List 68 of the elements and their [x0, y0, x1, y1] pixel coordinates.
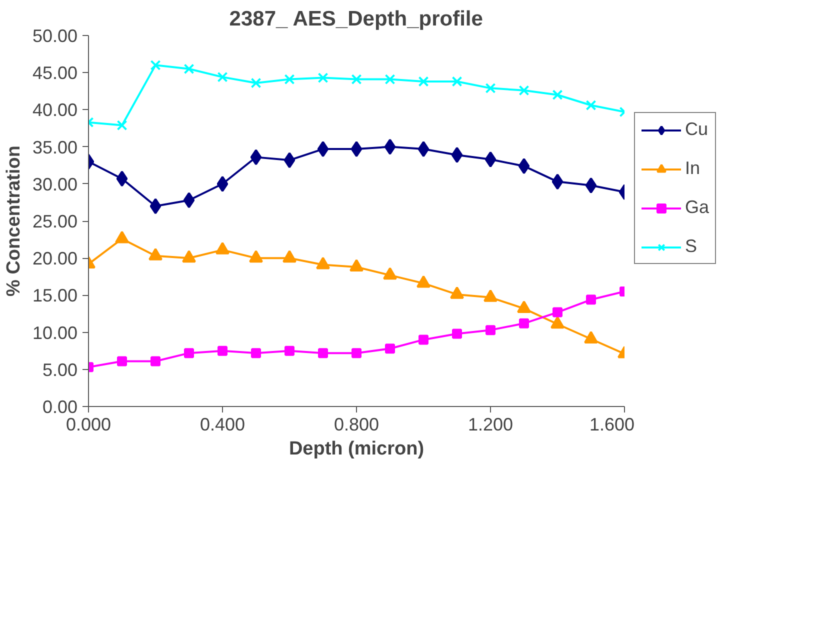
point	[284, 152, 296, 168]
y-axis-title: % Concentration	[3, 146, 24, 296]
point	[318, 348, 328, 358]
x-tick-label: 1.600	[589, 414, 635, 434]
y-tick-label: 35.00	[32, 137, 78, 158]
point	[150, 356, 160, 366]
point	[184, 348, 194, 358]
point	[117, 356, 127, 366]
chart-title: 2387_ AES_Depth_profile	[229, 8, 483, 30]
point	[318, 72, 328, 84]
point	[585, 177, 597, 194]
legend-label: Ga	[685, 197, 710, 218]
y-tick-label: 10.00	[32, 322, 78, 343]
point	[552, 174, 564, 190]
point	[385, 344, 395, 354]
point	[116, 170, 128, 187]
point	[250, 149, 262, 166]
point	[184, 64, 194, 74]
point	[586, 100, 596, 110]
point	[284, 346, 294, 356]
point	[552, 307, 562, 318]
point	[418, 334, 428, 345]
y-tick-label: 25.00	[32, 212, 78, 232]
x-tick-label: 0.000	[66, 414, 112, 434]
y-tick-label: 40.00	[32, 100, 78, 120]
point	[284, 74, 295, 85]
y-tick-label: 0.00	[42, 397, 78, 417]
point	[384, 74, 396, 85]
y-tick-label: 50.00	[32, 26, 78, 46]
point	[216, 176, 228, 192]
point	[384, 138, 396, 155]
point	[150, 198, 162, 214]
point	[552, 90, 563, 100]
x-tick-label: 0.400	[200, 414, 246, 434]
y-tick-label: 5.00	[42, 360, 78, 380]
point	[183, 192, 195, 208]
point	[250, 78, 262, 88]
point	[486, 325, 496, 336]
x-axis-title: Depth (micron)	[288, 438, 424, 460]
point	[116, 120, 128, 131]
x-tick-label: 1.200	[468, 414, 514, 434]
y-tick-label: 15.00	[32, 286, 78, 306]
point	[251, 348, 261, 358]
point	[217, 72, 228, 82]
point	[452, 328, 462, 339]
y-tick-label: 20.00	[32, 248, 78, 269]
point	[418, 141, 430, 158]
point	[350, 141, 362, 158]
legend-label: S	[685, 236, 698, 257]
point	[218, 346, 228, 356]
point	[518, 158, 530, 174]
point	[519, 318, 529, 328]
point	[485, 82, 496, 94]
point	[518, 85, 530, 96]
point	[586, 294, 596, 305]
legend-label: In	[685, 158, 702, 179]
y-tick-label: 45.00	[32, 63, 78, 84]
point	[451, 146, 463, 163]
point	[150, 60, 161, 70]
point	[351, 74, 362, 85]
point	[452, 76, 462, 87]
y-tick-label: 30.00	[32, 174, 78, 194]
point	[352, 348, 362, 358]
point	[317, 141, 329, 158]
x-tick-label: 0.800	[334, 414, 380, 434]
point	[484, 151, 496, 168]
legend-label: Cu	[685, 119, 708, 140]
point	[418, 76, 429, 87]
